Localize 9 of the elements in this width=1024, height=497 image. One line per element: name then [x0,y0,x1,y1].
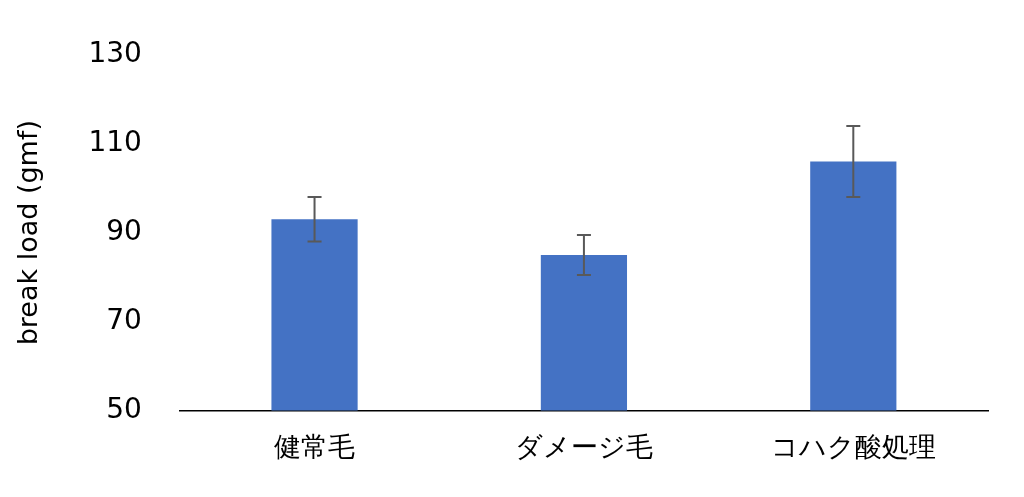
y-tick-label: 90 [106,213,142,247]
y-axis-title: break load (gmf) [12,120,44,346]
y-tick-label: 110 [88,125,142,159]
y-tick-label: 50 [106,391,142,425]
x-tick-label: コハク酸処理 [770,430,936,462]
x-tick-label: 健常毛 [274,430,356,462]
y-tick-label: 130 [88,36,142,70]
x-tick-label: ダメージ毛 [514,430,653,462]
y-tick-label: 70 [106,302,142,336]
